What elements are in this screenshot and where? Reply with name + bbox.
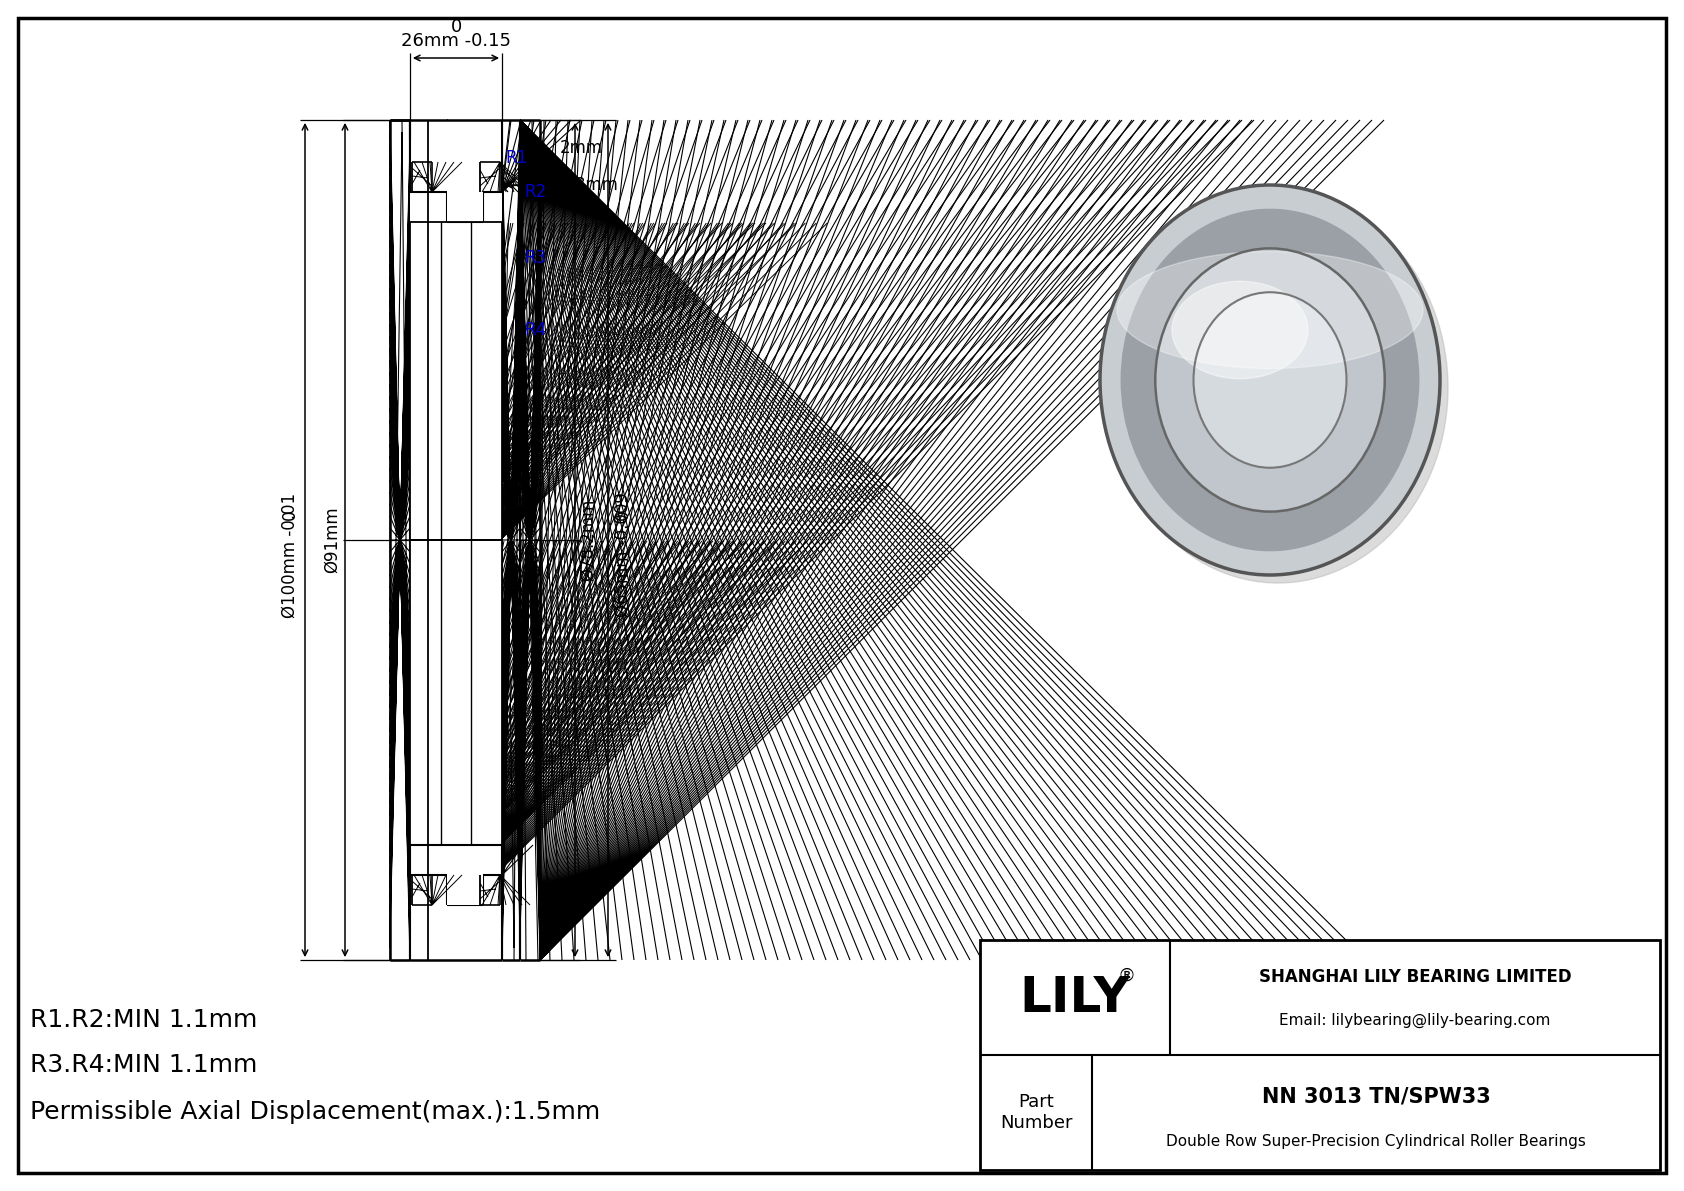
Text: Email: lilybearing@lily-bearing.com: Email: lilybearing@lily-bearing.com (1280, 1012, 1551, 1028)
Text: 0: 0 (281, 510, 300, 520)
Text: ®: ® (1118, 967, 1137, 985)
Text: 2mm: 2mm (561, 139, 603, 157)
Text: R2: R2 (524, 183, 546, 201)
Text: Ø78.2mm: Ø78.2mm (579, 499, 598, 581)
Bar (409, 222, 502, 540)
Text: LILY: LILY (1019, 973, 1130, 1022)
Ellipse shape (1100, 185, 1440, 575)
Text: Ø100mm -0.01: Ø100mm -0.01 (281, 492, 300, 618)
Bar (502, 120, 520, 960)
Text: NN 3013 TN/SPW33: NN 3013 TN/SPW33 (1261, 1086, 1490, 1106)
Text: Double Row Super-Precision Cylindrical Roller Bearings: Double Row Super-Precision Cylindrical R… (1165, 1134, 1586, 1149)
Text: R3.R4:MIN 1.1mm: R3.R4:MIN 1.1mm (30, 1053, 258, 1077)
Ellipse shape (1155, 249, 1384, 512)
Text: 0: 0 (615, 510, 632, 520)
Bar (409, 540, 502, 844)
Bar (446, 192, 483, 222)
Text: 26mm -0.15: 26mm -0.15 (401, 32, 510, 50)
Text: R1.R2:MIN 1.1mm: R1.R2:MIN 1.1mm (30, 1008, 258, 1031)
Ellipse shape (1116, 251, 1423, 368)
Bar (391, 120, 409, 960)
Bar (428, 120, 502, 960)
Text: Ø65mm -0.009: Ø65mm -0.009 (615, 493, 632, 617)
Text: Part
Number: Part Number (1000, 1093, 1073, 1131)
Ellipse shape (1194, 292, 1347, 468)
Text: Permissible Axial Displacement(max.):1.5mm: Permissible Axial Displacement(max.):1.5… (30, 1100, 600, 1124)
Text: Ø91mm: Ø91mm (323, 506, 340, 573)
Text: SHANGHAI LILY BEARING LIMITED: SHANGHAI LILY BEARING LIMITED (1258, 968, 1571, 986)
Text: R1: R1 (505, 149, 527, 167)
Ellipse shape (1172, 281, 1308, 379)
Bar (409, 844, 502, 960)
Ellipse shape (1122, 210, 1418, 550)
Bar (409, 120, 502, 222)
Text: 3.8mm: 3.8mm (561, 176, 620, 194)
Text: R3: R3 (524, 249, 546, 267)
Bar (446, 875, 483, 905)
Text: R4: R4 (524, 322, 546, 339)
Ellipse shape (1108, 193, 1448, 584)
Text: 0: 0 (450, 18, 461, 36)
Bar (980, 940, 1660, 1170)
Bar (520, 120, 541, 960)
